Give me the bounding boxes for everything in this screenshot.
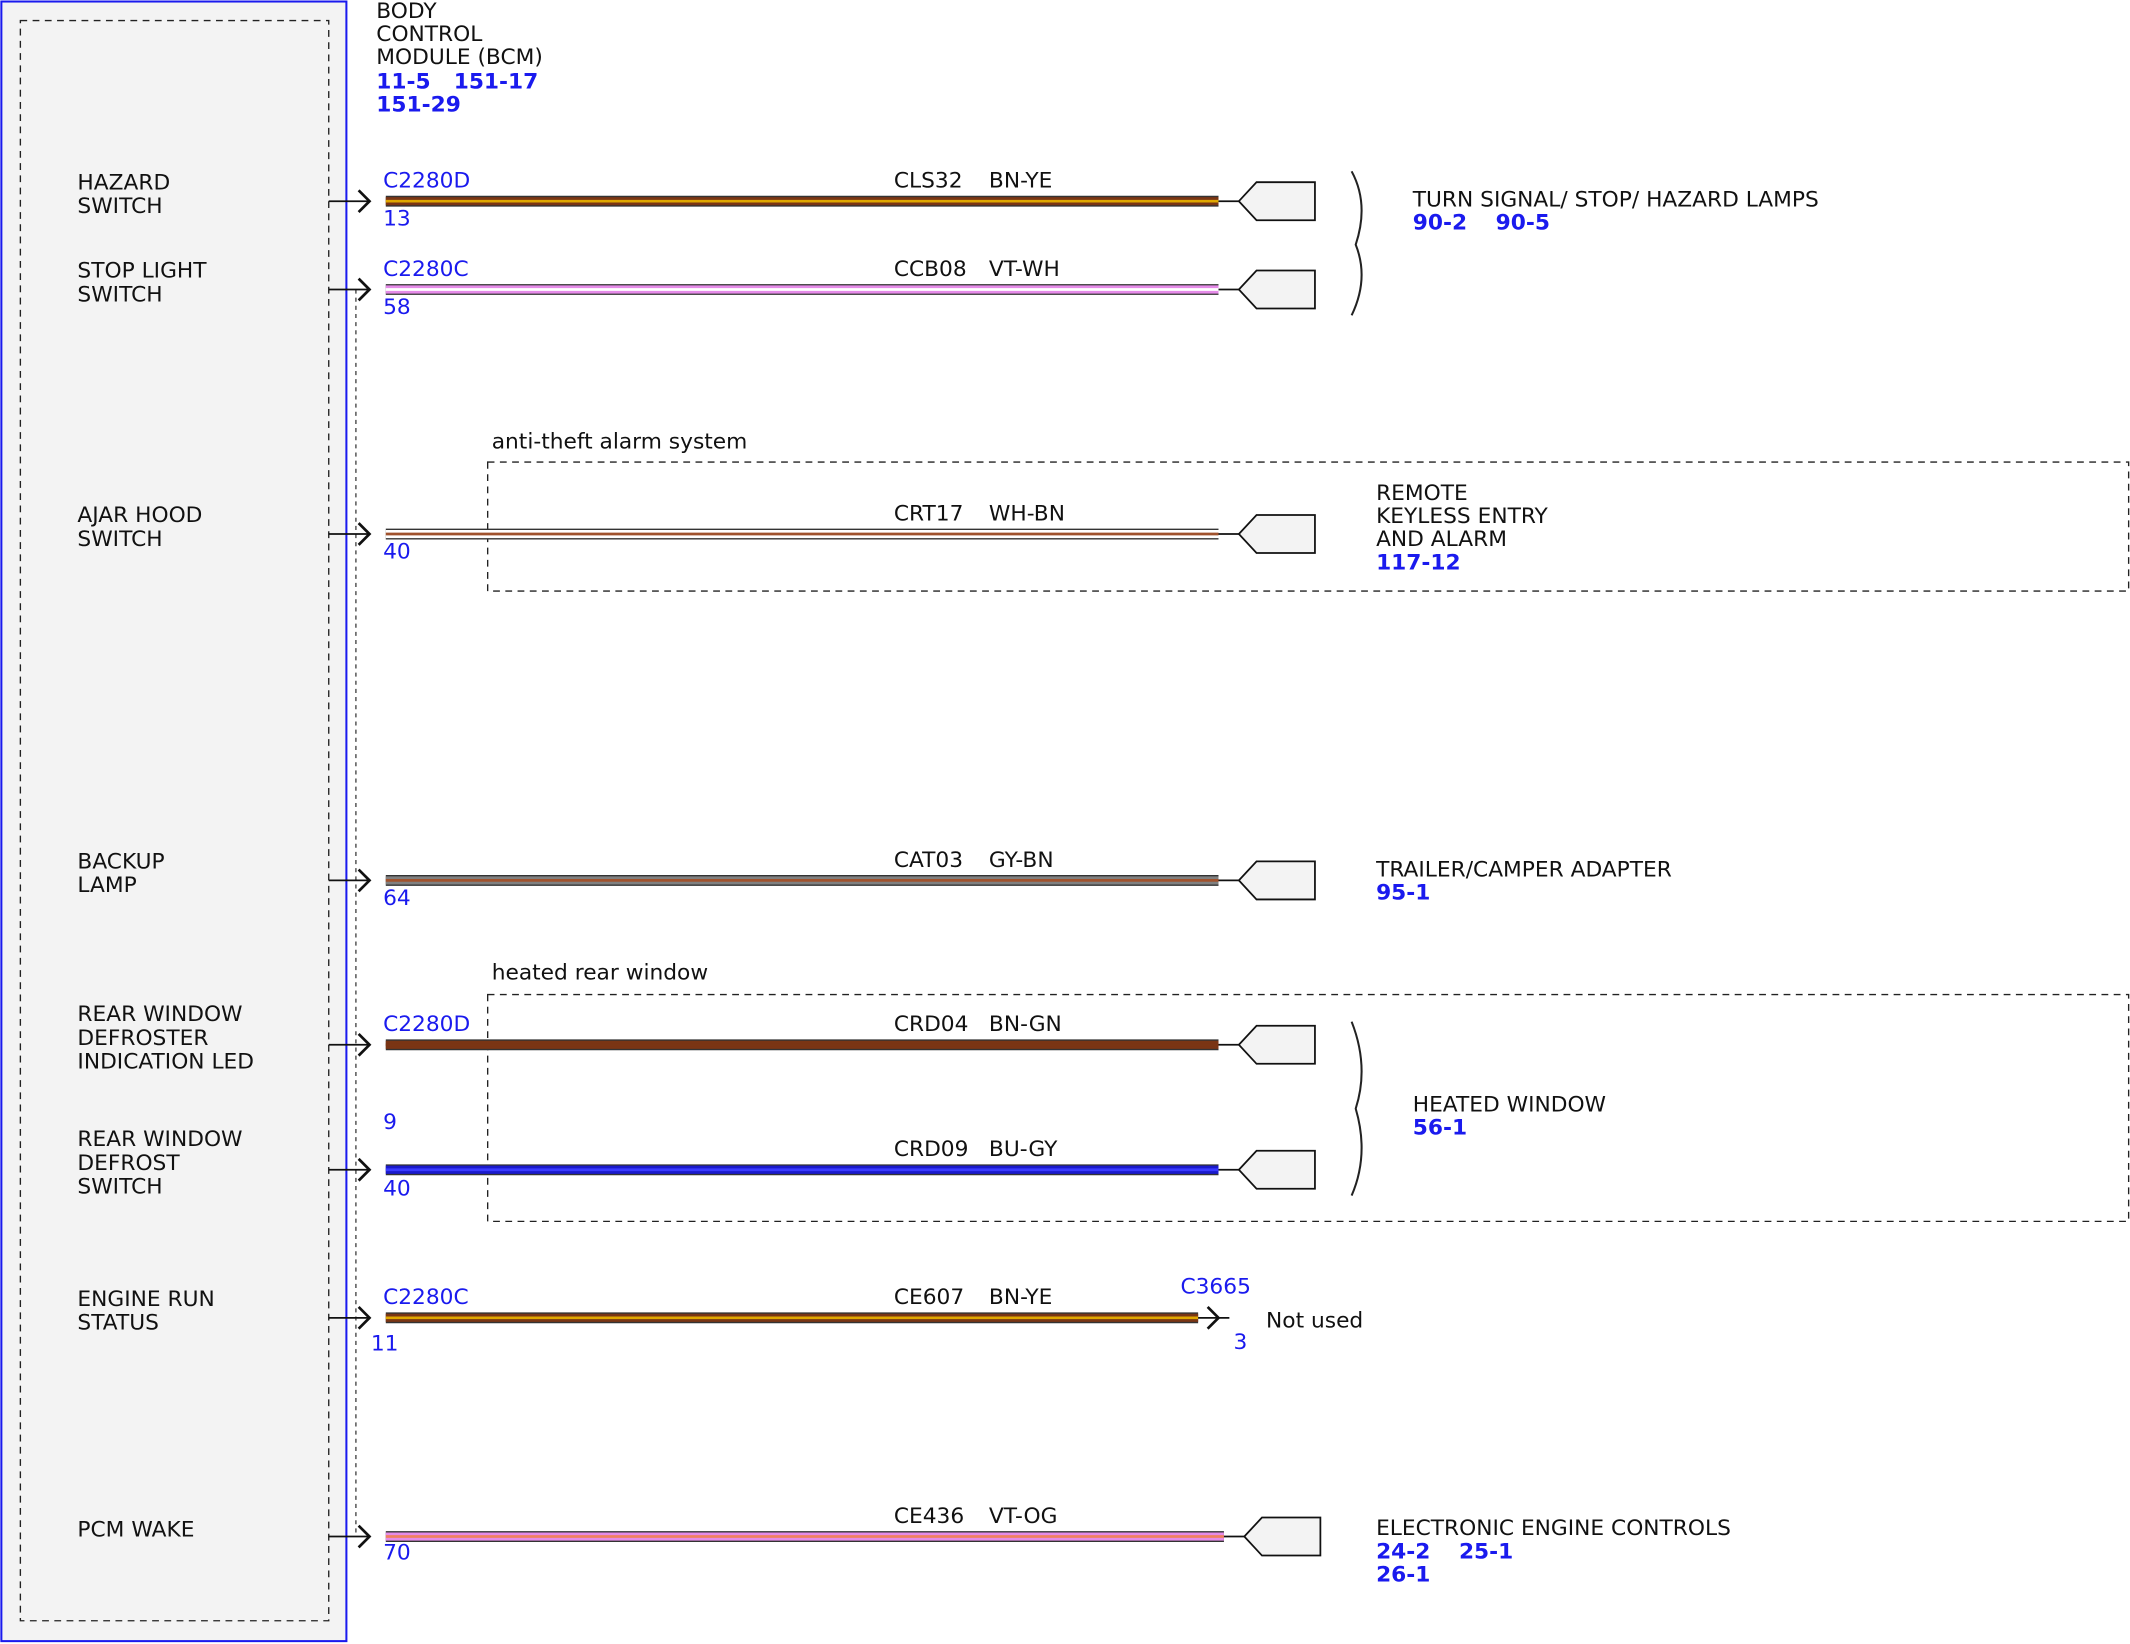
input-label: AJAR HOOD xyxy=(77,503,202,528)
destination: TRAILER/CAMPER ADAPTER xyxy=(1375,857,1672,882)
input-label: DEFROSTER xyxy=(77,1026,208,1051)
input-label: STOP LIGHT xyxy=(77,259,207,284)
circuit: CE607 xyxy=(894,1285,964,1310)
pin: 40 xyxy=(383,1177,411,1202)
wire-color: WH-BN xyxy=(989,501,1065,526)
module-ref: 151-17 xyxy=(454,69,539,94)
pin: 40 xyxy=(383,539,411,564)
end-connector: C3665 xyxy=(1180,1274,1250,1299)
terminal xyxy=(1237,1024,1316,1065)
circuit: CE436 xyxy=(894,1504,964,1529)
wire-color: BN-GN xyxy=(989,1012,1062,1037)
pin: 58 xyxy=(383,295,411,320)
connector-arrow xyxy=(357,1524,372,1549)
connector-arrow xyxy=(357,1032,372,1057)
destination-ref: 25-1 xyxy=(1459,1539,1513,1564)
module-box xyxy=(0,0,348,1643)
destination: ELECTRONIC ENGINE CONTROLS xyxy=(1376,1516,1731,1541)
destination: AND ALARM xyxy=(1376,527,1507,552)
destination-ref: 90-2 xyxy=(1413,211,1467,236)
input-label: PCM WAKE xyxy=(77,1518,194,1543)
circuit: CCB08 xyxy=(894,257,967,282)
destination: TURN SIGNAL/ STOP/ HAZARD LAMPS xyxy=(1412,188,1819,213)
pin: 13 xyxy=(383,207,411,232)
connector-arrow xyxy=(357,522,372,546)
pin: 9 xyxy=(383,1110,397,1135)
destination-ref: 90-5 xyxy=(1496,211,1550,236)
group-label: heated rear window xyxy=(492,961,708,986)
destination: KEYLESS ENTRY xyxy=(1376,504,1548,529)
group-label: anti-theft alarm system xyxy=(492,429,748,454)
wire-color: BN-YE xyxy=(989,1285,1052,1310)
wire-color: BU-GY xyxy=(989,1137,1058,1162)
terminal xyxy=(1237,1149,1316,1190)
connector-id: C2280C xyxy=(383,1285,469,1310)
circuit: CRD04 xyxy=(894,1012,969,1037)
input-label: ENGINE RUN xyxy=(77,1287,214,1312)
input-label: INDICATION LED xyxy=(77,1049,254,1074)
terminal xyxy=(1237,860,1316,901)
input-label: REAR WINDOW xyxy=(77,1002,242,1027)
terminal xyxy=(1237,181,1316,222)
destination-ref: 56-1 xyxy=(1413,1115,1467,1140)
input-label: REAR WINDOW xyxy=(77,1127,242,1152)
group-box xyxy=(486,461,2130,592)
input-label: BACKUP xyxy=(77,850,164,875)
input-label: LAMP xyxy=(77,873,136,898)
input-label: SWITCH xyxy=(77,194,162,219)
pin: 64 xyxy=(383,886,411,911)
destination-ref: 117-12 xyxy=(1376,550,1461,575)
destination: REMOTE xyxy=(1376,481,1468,506)
module-title: CONTROL xyxy=(376,22,482,47)
wire-color: VT-OG xyxy=(989,1504,1058,1529)
connector-arrow xyxy=(357,1305,372,1330)
connector-id: C2280D xyxy=(383,169,470,194)
input-label: SWITCH xyxy=(77,1174,162,1199)
module-ref: 11-5 xyxy=(376,69,430,94)
input-label: HAZARD xyxy=(77,170,170,195)
wire-color: BN-YE xyxy=(989,169,1052,194)
connector-id: C2280D xyxy=(383,1012,470,1037)
circuit: CRT17 xyxy=(894,501,964,526)
pin: 11 xyxy=(371,1331,399,1356)
wire-color: VT-WH xyxy=(989,257,1060,282)
brace xyxy=(1350,170,1363,316)
input-label: STATUS xyxy=(77,1311,159,1336)
end-note: Not used xyxy=(1266,1308,1363,1333)
end-pin: 3 xyxy=(1233,1330,1247,1355)
destination-ref: 24-2 xyxy=(1376,1539,1430,1564)
terminal xyxy=(1237,514,1316,554)
brace xyxy=(1350,1021,1363,1196)
circuit: CLS32 xyxy=(894,169,963,194)
connector-arrow xyxy=(357,868,372,893)
module-title: MODULE (BCM) xyxy=(376,45,543,70)
destination: HEATED WINDOW xyxy=(1413,1092,1606,1117)
wire-color: GY-BN xyxy=(989,848,1054,873)
input-label: DEFROST xyxy=(77,1151,180,1176)
circuit: CAT03 xyxy=(894,848,963,873)
module-title: BODY xyxy=(376,0,437,24)
terminal xyxy=(1243,1516,1322,1557)
input-label: SWITCH xyxy=(77,282,162,307)
pin: 70 xyxy=(383,1541,411,1566)
module-ref: 151-29 xyxy=(376,93,461,118)
connector-arrow xyxy=(357,189,372,214)
connector-arrow xyxy=(1206,1305,1221,1330)
group-box xyxy=(486,993,2130,1223)
connector-id: C2280C xyxy=(383,257,469,282)
terminal xyxy=(1237,269,1316,310)
destination-ref: 95-1 xyxy=(1376,880,1430,905)
destination-ref: 26-1 xyxy=(1376,1562,1430,1587)
input-label: SWITCH xyxy=(77,527,162,552)
connector-arrow xyxy=(357,277,372,302)
circuit: CRD09 xyxy=(894,1137,969,1162)
connector-arrow xyxy=(357,1157,372,1182)
